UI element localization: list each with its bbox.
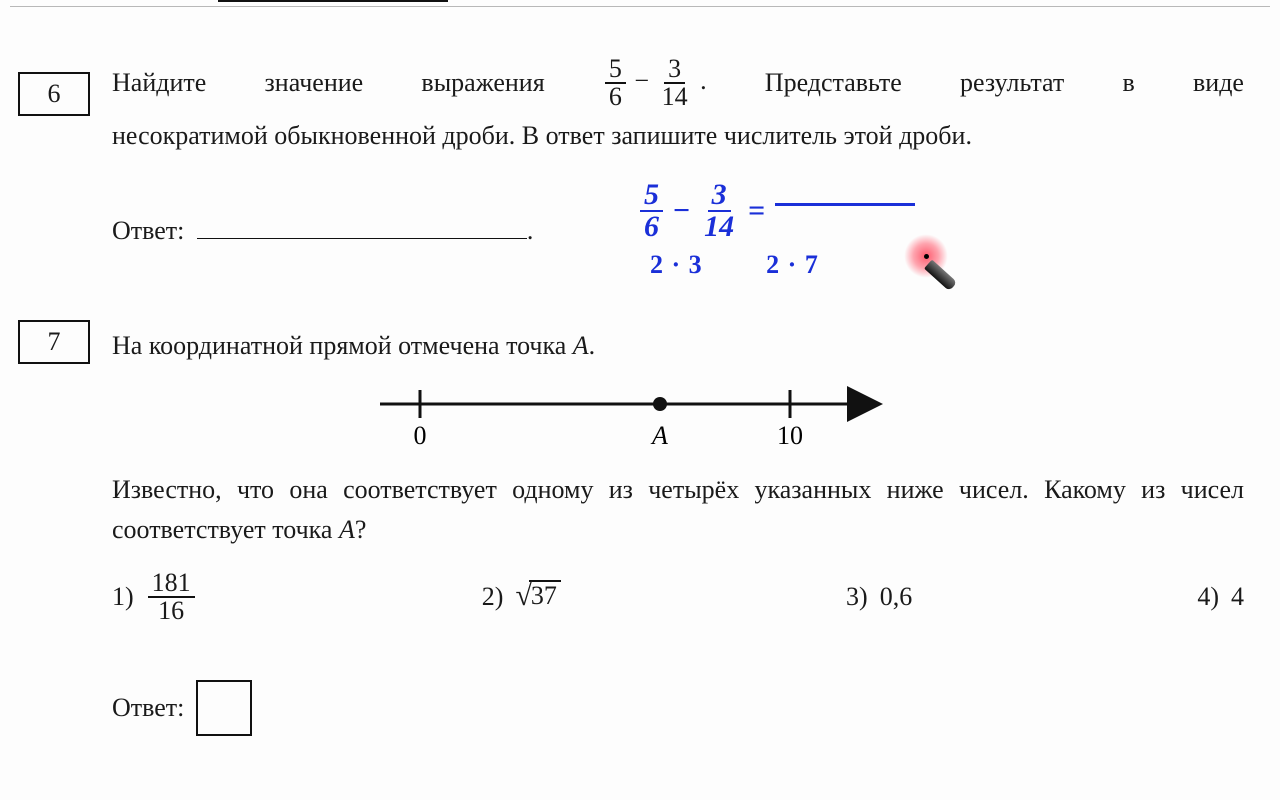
q6-minus: − — [634, 66, 649, 95]
hand-eq: = — [748, 194, 765, 228]
q7-option-1: 1) 181 16 — [112, 570, 197, 624]
q6-answer-label: Ответ: — [112, 216, 184, 245]
question-number-6: 6 — [18, 72, 90, 116]
q7-option-4: 4) 4 — [1197, 582, 1244, 612]
hand-minus: − — [673, 194, 690, 228]
opt2-label: 2) — [482, 582, 504, 612]
hand-fact2: 2 · 7 — [766, 250, 819, 279]
q7-option-3: 3) 0,6 — [846, 582, 912, 612]
opt4-label: 4) — [1197, 582, 1219, 612]
q7-text2-b: ? — [355, 515, 367, 544]
q6-w3: выражения — [421, 63, 544, 103]
q6-line2: несократимой обыкновенной дроби. В ответ… — [112, 116, 1244, 156]
q7-answer-label: Ответ: — [112, 693, 184, 723]
svg-text:10: 10 — [777, 421, 803, 450]
opt1-label: 1) — [112, 582, 134, 612]
q6-expression: 5 6 − 3 14 . — [603, 56, 707, 110]
hand-frac1-n: 5 — [640, 180, 663, 212]
top-divider — [10, 6, 1270, 7]
svg-text:0: 0 — [414, 421, 427, 450]
q6-frac1-num: 5 — [605, 56, 626, 84]
pen-cursor-icon — [910, 240, 970, 300]
q7-answer: Ответ: — [112, 680, 252, 736]
q6-answer-line[interactable] — [197, 238, 527, 239]
q6-dot: . — [700, 66, 707, 95]
number-line-svg: 0 A 10 — [380, 378, 900, 458]
q6-frac2: 3 14 — [658, 56, 692, 110]
q7-line1: На координатной прямой отмечена точка A. — [112, 326, 1244, 366]
opt4-val: 4 — [1231, 582, 1244, 612]
svg-text:A: A — [650, 421, 668, 450]
header-underline — [218, 0, 448, 2]
handwriting-factors: 2 · 3 2 · 7 — [650, 250, 875, 280]
opt2-sqrt: 37 — [515, 580, 560, 614]
q6-frac1-den: 6 — [605, 84, 626, 110]
hand-result-bar — [775, 203, 915, 206]
hand-frac2-n: 3 — [708, 180, 731, 212]
q7-text2: Известно, что она соответствует одному и… — [112, 470, 1244, 550]
question-number-7: 7 — [18, 320, 90, 364]
q6-body: Найдите значение выражения 5 6 − 3 14 . … — [112, 56, 1244, 156]
opt2-radicand: 37 — [529, 580, 561, 611]
hand-frac1-d: 6 — [640, 212, 663, 242]
opt3-val: 0,6 — [880, 582, 913, 612]
q6-frac1: 5 6 — [605, 56, 626, 110]
hand-fact1: 2 · 3 — [650, 250, 703, 279]
q6-w4: Представьте — [765, 63, 902, 103]
hand-frac1: 5 6 — [640, 180, 663, 242]
q7-text2-A: A — [339, 515, 355, 544]
q7-line1-a: На координатной прямой отмечена точка — [112, 331, 573, 360]
q6-w6: в — [1122, 63, 1134, 103]
q6-frac2-num: 3 — [664, 56, 685, 84]
q6-answer: Ответ: . — [112, 216, 533, 246]
opt1-frac: 181 16 — [148, 570, 195, 624]
q6-w7: виде — [1193, 63, 1244, 103]
q6-w5: результат — [960, 63, 1064, 103]
q7-option-2: 2) 37 — [482, 580, 561, 614]
q6-frac2-den: 14 — [658, 84, 692, 110]
hand-frac2: 3 14 — [700, 180, 738, 242]
q7-text2-a: Известно, что она соответствует одному и… — [112, 475, 1244, 544]
handwriting-expression: 5 6 − 3 14 = — [640, 180, 915, 242]
opt1-num: 181 — [148, 570, 195, 598]
hand-frac2-d: 14 — [700, 212, 738, 242]
q7-options: 1) 181 16 2) 37 3) 0,6 4) 4 — [112, 570, 1244, 624]
opt1-den: 16 — [154, 598, 188, 624]
q7-answer-box[interactable] — [196, 680, 252, 736]
q6-line1: Найдите значение выражения 5 6 − 3 14 . … — [112, 56, 1244, 110]
opt3-label: 3) — [846, 582, 868, 612]
q6-w1: Найдите — [112, 63, 206, 103]
q7-line1-b: . — [589, 331, 596, 360]
q7-line1-A: A — [573, 331, 589, 360]
q6-w2: значение — [265, 63, 364, 103]
number-line: 0 A 10 — [380, 378, 900, 458]
